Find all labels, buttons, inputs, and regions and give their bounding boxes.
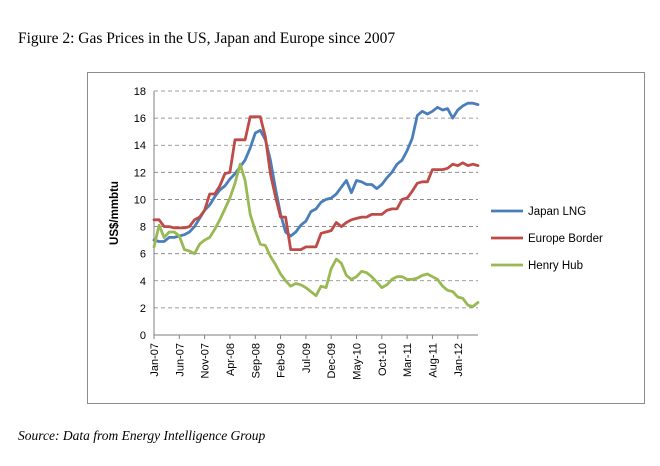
x-tick-label: Oct-10 bbox=[377, 343, 389, 376]
y-tick-label: 12 bbox=[134, 167, 146, 179]
y-tick-label: 18 bbox=[134, 86, 146, 98]
x-tick-label: May-10 bbox=[352, 343, 364, 380]
series-line-henry-hub bbox=[152, 162, 480, 308]
y-tick-label: 6 bbox=[140, 249, 146, 261]
x-tick-label: Sep-08 bbox=[250, 343, 262, 378]
y-tick-label: 8 bbox=[140, 222, 146, 234]
x-tick-label: Apr-08 bbox=[225, 343, 237, 376]
x-tick-label: Feb-09 bbox=[276, 343, 288, 378]
x-tick-label: Jun-07 bbox=[174, 343, 186, 377]
x-tick-label: Aug-11 bbox=[427, 343, 439, 378]
series-line-europe-border bbox=[152, 115, 480, 252]
figure-title: Figure 2: Gas Prices in the US, Japan an… bbox=[18, 30, 396, 47]
legend-label: Europe Border bbox=[528, 233, 603, 245]
y-tick-label: 16 bbox=[134, 113, 146, 125]
source-note: Source: Data from Energy Intelligence Gr… bbox=[18, 428, 266, 443]
y-axis-title: US$/mmbtu bbox=[109, 181, 121, 245]
y-tick-label: 4 bbox=[140, 276, 146, 288]
legend-label: Henry Hub bbox=[528, 260, 583, 272]
x-tick-label: Jan-07 bbox=[149, 343, 161, 377]
x-tick-label: Jan-12 bbox=[453, 343, 465, 377]
y-tick-label: 14 bbox=[134, 140, 146, 152]
chart-frame: 0 2 4 6 8 10 12 14 16 18 Jan-07 Jun-07 Nov-07 Apr-08 S… bbox=[87, 72, 645, 404]
series-line-japan-lng bbox=[152, 101, 480, 243]
legend-label: Japan LNG bbox=[528, 206, 586, 218]
line-chart: 0 2 4 6 8 10 12 14 16 18 Jan-07 Jun-07 Nov-07 Apr-08 S… bbox=[109, 86, 603, 380]
x-tick-label: Dec-09 bbox=[326, 343, 338, 378]
y-tick-label: 0 bbox=[140, 330, 146, 342]
x-tick-label: Jul-09 bbox=[301, 343, 313, 373]
x-tick-label: Mar-11 bbox=[402, 343, 414, 377]
y-tick-label: 2 bbox=[140, 303, 146, 315]
x-tick-label: Nov-07 bbox=[200, 343, 212, 378]
y-tick-label: 10 bbox=[134, 194, 146, 206]
